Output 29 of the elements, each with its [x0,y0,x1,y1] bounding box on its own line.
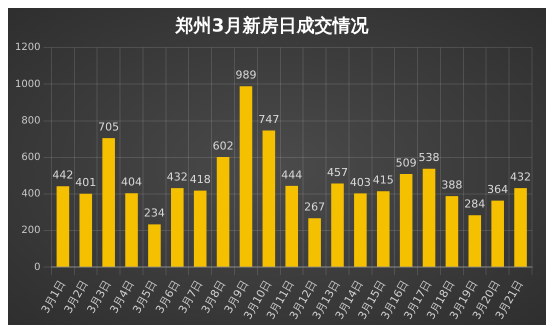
data-label: 457 [326,166,348,179]
data-label: 538 [418,151,440,164]
y-tick-label: 0 [34,262,40,273]
y-tick-label: 600 [21,152,40,163]
data-label: 432 [166,170,188,184]
data-label: 267 [304,200,326,214]
y-tick-label: 200 [21,225,40,236]
data-label: 403 [350,176,371,189]
chart-title: 郑州3月新房日成交情况 [174,15,370,36]
data-label: 747 [258,112,280,126]
data-label: 404 [121,176,142,189]
data-label: 284 [464,198,486,211]
data-label: 234 [144,206,165,220]
y-tick-label: 1000 [14,78,40,90]
y-tick-label: 800 [21,115,40,126]
data-label: 989 [235,68,256,82]
y-tick-label: 1200 [14,42,40,54]
data-label: 705 [98,120,120,134]
data-label: 602 [212,139,234,152]
data-label: 415 [372,174,394,187]
data-label: 364 [487,182,508,196]
y-tick-label: 400 [21,188,40,200]
data-label: 418 [190,173,211,186]
data-label: 444 [281,168,302,182]
data-label: 401 [75,176,96,190]
data-label: 432 [510,170,532,184]
data-label: 442 [52,168,74,182]
data-label: 509 [396,156,417,170]
data-label: 388 [441,178,462,192]
